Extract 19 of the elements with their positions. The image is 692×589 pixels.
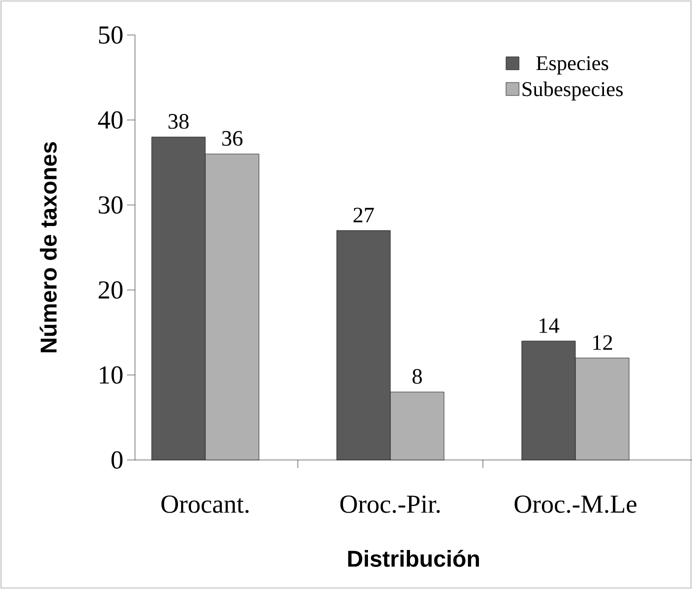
y-tick-label: 0: [112, 451, 123, 469]
data-label: 8: [412, 368, 422, 384]
x-tick-label: Orocant.: [161, 496, 249, 514]
x-axis-title: Distribución: [348, 550, 479, 567]
x-tick-label: Oroc.-Pir.: [340, 496, 440, 514]
y-tick-label: 40: [98, 111, 123, 129]
data-label: 36: [222, 131, 242, 146]
legend-label: Subespecies: [522, 82, 623, 100]
y-tick-label: 10: [100, 366, 123, 384]
data-label: 12: [593, 335, 612, 350]
legend-label: Especies: [536, 56, 608, 74]
y-tick-label: 20: [98, 281, 123, 299]
data-label: 27: [354, 208, 374, 222]
data-label: 14: [540, 318, 560, 333]
y-axis-title: Número de taxones: [40, 142, 57, 352]
x-tick-label: Oroc.-M.Le: [514, 496, 636, 514]
y-tick-label: 50: [99, 26, 123, 44]
data-label: 38: [168, 114, 189, 129]
y-tick-label: 30: [98, 196, 123, 214]
